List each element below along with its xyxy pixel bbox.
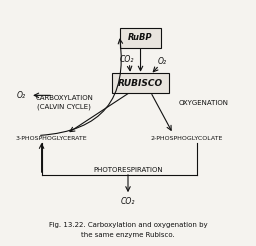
Text: O₂: O₂ [17,91,26,100]
Text: the same enzyme Rubisco.: the same enzyme Rubisco. [81,232,175,238]
Text: RuBP: RuBP [128,33,153,42]
FancyBboxPatch shape [112,74,169,93]
Text: CARBOXYLATION
(CALVIN CYCLE): CARBOXYLATION (CALVIN CYCLE) [35,95,93,110]
Text: RUBISCO: RUBISCO [118,79,163,88]
Text: OXYGENATION: OXYGENATION [178,100,228,106]
Text: Fig. 13.22. Carboxylation and oxygenation by: Fig. 13.22. Carboxylation and oxygenatio… [49,222,207,228]
Text: CO₂: CO₂ [120,55,134,64]
Text: PHOTORESPIRATION: PHOTORESPIRATION [93,167,163,173]
FancyBboxPatch shape [121,28,161,47]
Text: O₂: O₂ [157,57,166,66]
Text: CO₂: CO₂ [121,197,135,206]
Text: 3-PHOSPHOGLYCERATE: 3-PHOSPHOGLYCERATE [16,136,88,141]
Text: 2-PHOSPHOGLYCOLATE: 2-PHOSPHOGLYCOLATE [151,136,223,141]
